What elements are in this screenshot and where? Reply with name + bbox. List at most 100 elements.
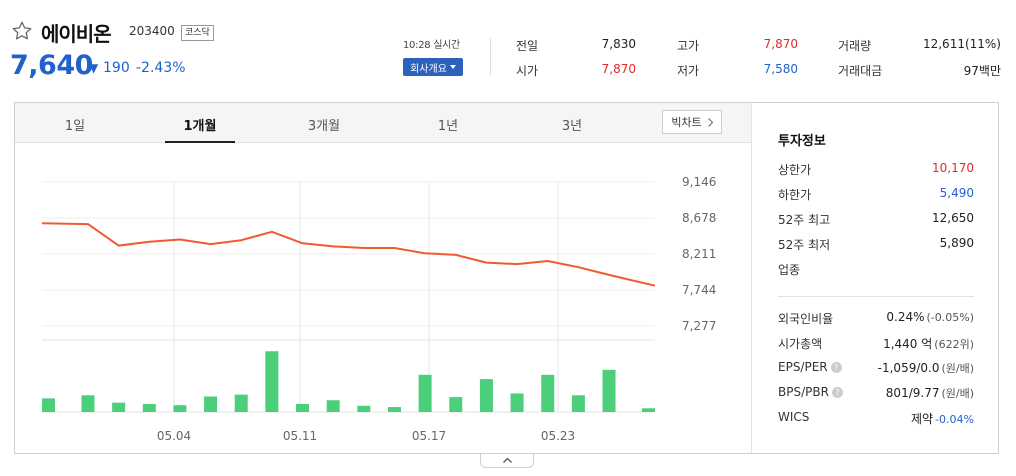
high-value: 7,870 [763, 37, 798, 51]
volume-label: 거래량 [838, 39, 872, 53]
price-line [41, 222, 656, 287]
down-arrow-icon: ▼ [89, 61, 99, 75]
big-chart-button[interactable]: 빅차트 [662, 110, 722, 134]
volume-bar [418, 374, 432, 412]
volume-bar [449, 397, 463, 412]
chart-panel: 1일 1개월 3개월 1년 3년 빅차트 9,146 8,678 8,211 7,74… [14, 102, 999, 454]
info-row: EPS/PER? -1,059/0.0 (원/배) [778, 360, 974, 376]
investment-info: 투자정보 상한가 10,170 하한가 5,490 52주 최고 12,650 52주 최저… [752, 103, 998, 453]
info-value: 5,490 [939, 186, 974, 200]
info-row: 상한가 10,170 [778, 161, 974, 177]
info-value: 제약 -0.04% [911, 410, 974, 427]
panel-divider [751, 103, 752, 453]
help-icon[interactable]: ? [831, 387, 843, 398]
volume-bar [42, 398, 55, 412]
info-label: 52주 최저 [778, 238, 831, 252]
volume-value: 12,611(11%) [922, 37, 1001, 51]
chevron-up-icon [502, 458, 512, 463]
info-value: 0.24% (-0.05%) [886, 310, 974, 324]
active-tab-indicator [165, 141, 235, 143]
big-chart-label: 빅차트 [671, 116, 702, 129]
x-tick-label: 05.23 [541, 429, 575, 443]
volume-bar [387, 407, 401, 412]
info-separator [778, 296, 974, 297]
tab-1month[interactable]: 1개월 [183, 119, 217, 134]
tab-1year[interactable]: 1년 [437, 119, 459, 134]
volume-bar [265, 351, 279, 412]
high-label: 고가 [677, 39, 700, 53]
info-row: 52주 최고 12,650 [778, 211, 974, 227]
prev-close-label: 전일 [516, 39, 539, 53]
market-badge: 코스닥 [181, 25, 214, 41]
info-label: WICS [778, 410, 809, 424]
info-value: 1,440 억 (622위) [883, 335, 974, 352]
realtime-label: 10:28 실시간 [403, 40, 460, 51]
x-tick-label: 05.11 [283, 429, 317, 443]
info-value: 801/9.77 (원/배) [886, 385, 974, 401]
info-row: 외국인비율 0.24% (-0.05%) [778, 310, 974, 326]
company-overview-button[interactable]: 회사개요 [403, 58, 463, 76]
stock-header: 에이비온 203400 코스닥 7,640 ▼ 190 -2.43% 10:28… [0, 0, 1016, 96]
volume-bar [602, 369, 616, 412]
low-value: 7,580 [763, 62, 798, 76]
info-value: 10,170 [932, 161, 974, 175]
change-percent: -2.43% [136, 60, 186, 76]
info-row: 업종 [778, 261, 974, 277]
info-value-main: -1,059/0.0 [877, 361, 940, 375]
y-tick-label: 8,678 [682, 211, 716, 225]
tab-3year[interactable]: 3년 [561, 119, 583, 134]
info-row: 시가총액 1,440 억 (622위) [778, 335, 974, 351]
info-row: WICS 제약 -0.04% [778, 410, 974, 426]
info-value: 12,650 [932, 211, 974, 225]
info-label-text: 시가총액 [778, 337, 823, 351]
stock-code: 203400 [129, 24, 175, 38]
prev-close-value: 7,830 [601, 37, 636, 51]
volume-bar [571, 395, 585, 412]
open-label: 시가 [516, 64, 539, 78]
info-label: 업종 [778, 263, 801, 277]
collapse-button[interactable] [480, 454, 534, 468]
price-chart[interactable]: 9,146 8,678 8,211 7,744 7,277 05.04 05.11 05.17… [15, 144, 751, 454]
volume-bar [81, 395, 95, 412]
info-label-text: EPS/PER [778, 360, 828, 374]
info-value-extra: -0.04% [935, 413, 974, 426]
info-value-main: 801/9.77 [885, 386, 940, 400]
info-value-extra: (원/배) [941, 387, 974, 400]
y-tick-label: 7,277 [682, 319, 716, 333]
info-value-extra: (622위) [934, 338, 974, 351]
x-tick-label: 05.17 [412, 429, 446, 443]
low-label: 저가 [677, 64, 700, 78]
trade-amount-value: 97백만 [963, 64, 1001, 78]
info-label: BPS/PBR? [778, 385, 843, 399]
y-tick-label: 7,744 [682, 283, 716, 297]
help-icon[interactable]: ? [830, 362, 842, 373]
period-tabs: 1일 1개월 3개월 1년 3년 빅차트 [15, 103, 751, 143]
info-label: 52주 최고 [778, 213, 831, 227]
investment-info-title: 투자정보 [778, 134, 826, 149]
favorite-star-icon[interactable] [11, 20, 33, 42]
volume-bar [112, 402, 126, 412]
info-label: 시가총액 [778, 335, 822, 352]
volume-bar [357, 405, 371, 412]
tab-3month[interactable]: 3개월 [307, 119, 341, 134]
info-value-extra: (원/배) [941, 362, 974, 375]
y-tick-label: 9,146 [682, 175, 716, 189]
info-value-main: 1,440 억 [883, 337, 933, 351]
x-tick-label: 05.04 [157, 429, 191, 443]
trade-amount-label: 거래대금 [838, 64, 883, 78]
tab-1day[interactable]: 1일 [64, 119, 86, 134]
volume-bar [510, 393, 524, 412]
open-value: 7,870 [601, 62, 636, 76]
header-divider [490, 38, 491, 75]
info-value: 5,890 [939, 236, 974, 250]
info-label: EPS/PER? [778, 360, 842, 374]
info-label: 외국인비율 [778, 310, 833, 327]
info-value-extra: (-0.05%) [926, 311, 975, 324]
volume-bar [326, 400, 340, 412]
stock-name: 에이비온 [41, 22, 112, 46]
volume-bar [234, 394, 248, 412]
info-value-main: 0.24% [886, 310, 925, 324]
info-row: 52주 최저 5,890 [778, 236, 974, 252]
change-value: 190 [103, 60, 130, 76]
volume-bar [642, 408, 655, 412]
